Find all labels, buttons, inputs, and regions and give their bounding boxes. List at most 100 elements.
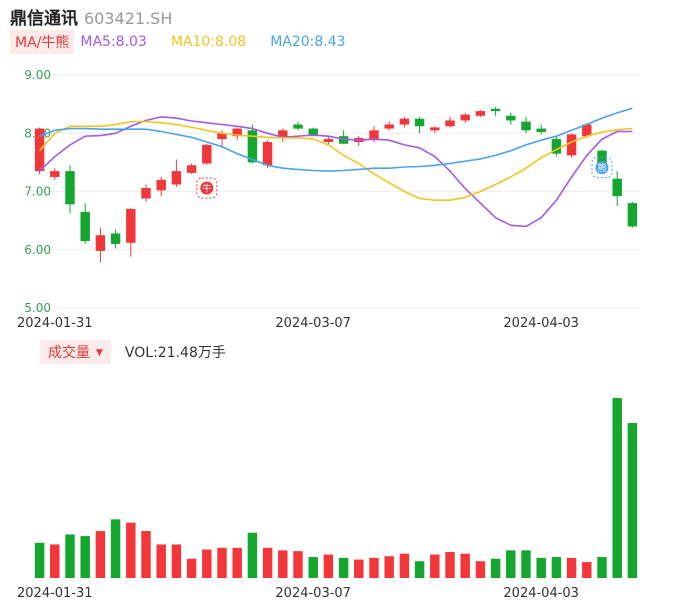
candle	[414, 116, 425, 134]
volume-bar	[384, 556, 394, 578]
volume-bar	[369, 557, 379, 578]
candle-body	[50, 171, 60, 177]
candle	[354, 136, 364, 147]
candle-body	[232, 128, 242, 137]
volume-bar	[627, 422, 638, 578]
volume-bar	[232, 547, 242, 578]
candle-body	[627, 203, 638, 227]
caret-down-icon: ▼	[96, 348, 103, 358]
volume-bar	[171, 544, 182, 578]
ma20-label: MA20:8.43	[270, 34, 346, 50]
candle	[110, 229, 121, 249]
volume-bar	[126, 522, 136, 578]
candle-body	[551, 139, 562, 154]
badge-frame	[591, 157, 613, 179]
volume-bar	[475, 561, 486, 578]
candle	[156, 176, 166, 197]
candle-body	[475, 111, 486, 116]
badge-frame	[196, 177, 218, 199]
badge-dot	[595, 161, 609, 175]
candle-body	[80, 211, 90, 242]
date-tick-label: 2024-01-31	[17, 586, 93, 601]
volume-bar	[445, 552, 455, 578]
candle-body	[506, 115, 516, 121]
volume-bar	[323, 554, 334, 578]
candle	[65, 165, 75, 214]
candle-body	[460, 114, 470, 121]
candle-body	[369, 130, 379, 141]
volume-bar	[95, 531, 106, 578]
candle-body	[95, 235, 106, 251]
candle	[521, 116, 531, 134]
candle	[384, 121, 394, 131]
candle	[278, 128, 288, 142]
candle-body	[445, 120, 455, 127]
candle-body	[338, 136, 349, 144]
candle	[80, 203, 90, 244]
candle	[141, 184, 151, 202]
price-tick-label: 6.00	[24, 243, 51, 257]
volume-bar	[536, 557, 546, 578]
candle	[323, 136, 334, 145]
badge-dot	[200, 181, 214, 195]
volume-bar	[110, 519, 121, 578]
candle	[126, 207, 136, 257]
volume-bar	[399, 553, 410, 578]
date-tick-label: 2024-04-03	[503, 586, 579, 601]
volume-legend: 成交量 ▼ VOL:21.48万手	[40, 340, 226, 364]
candle-body	[278, 130, 288, 138]
candle	[551, 136, 562, 157]
candle	[506, 112, 516, 125]
candle-body	[612, 178, 622, 197]
date-tick-label: 2024-01-31	[17, 316, 93, 331]
ma-legend: MA/牛熊 MA5:8.03 MA10:8.08 MA20:8.43	[10, 30, 370, 54]
volume-bar	[521, 550, 531, 578]
candle	[627, 201, 638, 228]
candle	[338, 130, 349, 144]
volume-bar	[186, 558, 197, 578]
candle	[475, 109, 486, 117]
candle-body	[384, 124, 394, 129]
bear-badge: 熊	[591, 157, 613, 179]
candle-body	[156, 179, 166, 191]
volume-bar	[34, 542, 45, 578]
volume-bar	[293, 551, 303, 578]
ma5-line	[39, 116, 633, 228]
candle	[186, 163, 197, 175]
candle-body	[171, 171, 182, 185]
candle	[262, 140, 273, 169]
volume-bar	[262, 547, 273, 578]
candle-body	[582, 124, 592, 137]
candle-body	[566, 134, 577, 156]
candle	[445, 116, 455, 128]
candle-body	[217, 133, 227, 140]
ma20-line	[39, 107, 633, 172]
volume-value: VOL:21.48万手	[124, 345, 226, 361]
candle-body	[141, 188, 151, 199]
bull-badge: 牛	[196, 177, 218, 199]
price-tick-label: 5.00	[24, 301, 51, 315]
candle	[490, 107, 501, 116]
volume-bar	[278, 550, 288, 578]
candle-body	[186, 165, 197, 173]
volume-indicator-dropdown[interactable]: 成交量 ▼	[40, 340, 111, 364]
volume-bar	[612, 398, 622, 578]
candle	[171, 159, 182, 187]
candle	[293, 121, 303, 131]
candle	[247, 124, 258, 164]
badge-label: 牛	[202, 183, 211, 195]
date-tick-label: 2024-04-03	[503, 316, 579, 331]
ma-indicator-tab[interactable]: MA/牛熊	[10, 30, 75, 54]
candle	[430, 126, 440, 134]
candle-body	[247, 130, 258, 163]
volume-tag-label: 成交量	[48, 345, 90, 361]
candle-body	[126, 208, 136, 243]
volume-bar	[506, 550, 516, 578]
volume-bar	[566, 557, 577, 578]
candle-body	[323, 139, 334, 142]
candle-body	[414, 118, 425, 127]
volume-bar	[202, 549, 212, 578]
volume-bar	[597, 557, 607, 578]
volume-bar	[354, 559, 364, 578]
